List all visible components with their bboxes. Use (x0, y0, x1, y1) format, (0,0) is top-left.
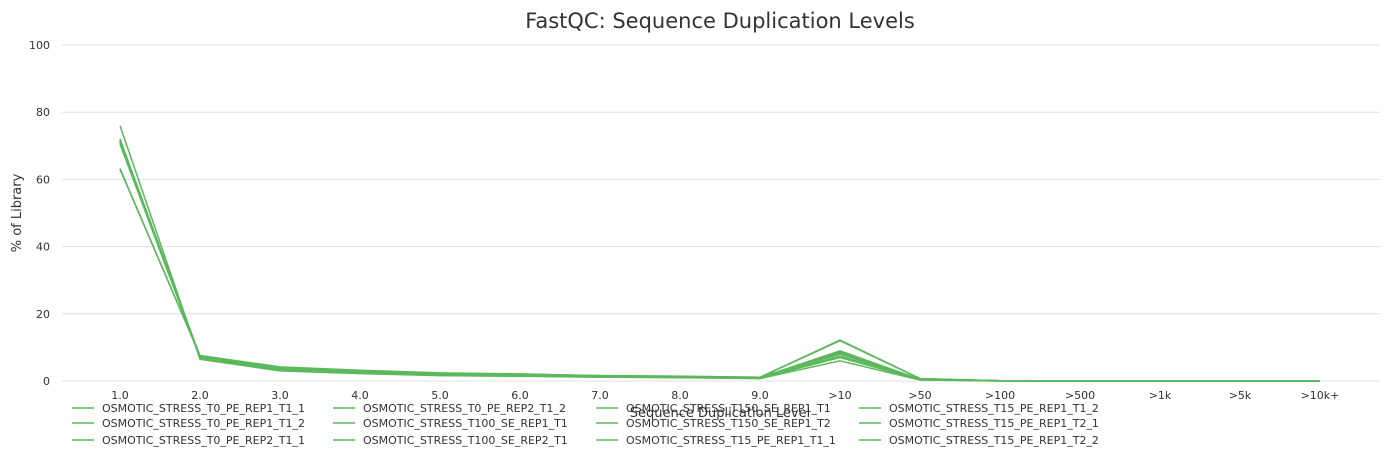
x-tick-label: >10 (828, 389, 851, 402)
y-tick-label: 80 (36, 106, 50, 119)
x-axis-ticks: 1.0 2.0 3.0 4.0 5.0 6.0 7.0 8.0 9.0 >10 >50 >100 >50… (111, 389, 1339, 402)
x-tick-label: >5k (1229, 389, 1252, 402)
y-tick-label: 60 (36, 173, 50, 186)
series-line (119, 140, 1320, 382)
legend-item[interactable]: OSMOTIC_STRESS_T15_PE_REP1_T2_1 (859, 417, 1099, 430)
y-tick-label: 40 (36, 241, 50, 254)
legend-label: OSMOTIC_STRESS_T150_SE_REP1_T1 (626, 402, 831, 415)
series-line (119, 138, 1320, 382)
legend-item[interactable]: OSMOTIC_STRESS_T150_SE_REP1_T2 (596, 417, 831, 430)
legend-item[interactable]: OSMOTIC_STRESS_T0_PE_REP2_T1_2 (333, 402, 566, 415)
x-tick-label: >10k+ (1301, 389, 1340, 402)
y-tick-label: 100 (29, 39, 50, 52)
legend-item[interactable]: OSMOTIC_STRESS_T100_SE_REP1_T1 (333, 417, 568, 430)
chart-title: FastQC: Sequence Duplication Levels (525, 9, 915, 33)
legend-item[interactable]: OSMOTIC_STRESS_T15_PE_REP1_T1_1 (596, 434, 836, 447)
legend-label: OSMOTIC_STRESS_T100_SE_REP2_T1 (363, 434, 568, 447)
legend-item[interactable]: OSMOTIC_STRESS_T100_SE_REP2_T1 (333, 434, 568, 447)
legend-item[interactable]: OSMOTIC_STRESS_T0_PE_REP1_T1_2 (72, 417, 305, 430)
legend-label: OSMOTIC_STRESS_T100_SE_REP1_T1 (363, 417, 568, 430)
y-tick-label: 0 (43, 375, 50, 388)
series-lines (119, 125, 1320, 382)
grid-lines (62, 44, 1380, 382)
series-line (119, 139, 1320, 382)
legend-label: OSMOTIC_STRESS_T15_PE_REP1_T2_2 (889, 434, 1099, 447)
legend-item[interactable]: OSMOTIC_STRESS_T0_PE_REP2_T1_1 (72, 434, 305, 447)
x-tick-label: >50 (908, 389, 931, 402)
legend-label: OSMOTIC_STRESS_T150_SE_REP1_T2 (626, 417, 831, 430)
series-line (119, 169, 1320, 382)
y-axis-label: % of Library (10, 173, 25, 252)
y-tick-label: 20 (36, 308, 50, 321)
legend-label: OSMOTIC_STRESS_T0_PE_REP1_T1_1 (102, 402, 305, 415)
x-tick-label: 7.0 (591, 389, 609, 402)
series-line (119, 140, 1320, 382)
x-tick-label: 3.0 (271, 389, 289, 402)
x-tick-label: 5.0 (431, 389, 449, 402)
legend-item[interactable]: OSMOTIC_STRESS_T150_SE_REP1_T1 (596, 402, 831, 415)
y-axis-ticks: 0 20 40 60 80 100 (29, 39, 50, 388)
x-tick-label: 4.0 (351, 389, 369, 402)
legend-label: OSMOTIC_STRESS_T15_PE_REP1_T1_2 (889, 402, 1099, 415)
series-line (119, 141, 1320, 382)
legend-item[interactable]: OSMOTIC_STRESS_T15_PE_REP1_T1_2 (859, 402, 1099, 415)
legend-label: OSMOTIC_STRESS_T0_PE_REP2_T1_1 (102, 434, 305, 447)
series-line (119, 142, 1320, 382)
legend-item[interactable]: OSMOTIC_STRESS_T15_PE_REP1_T2_2 (859, 434, 1099, 447)
legend-label: OSMOTIC_STRESS_T0_PE_REP1_T1_2 (102, 417, 305, 430)
x-tick-label: >100 (985, 389, 1015, 402)
series-line (119, 168, 1320, 382)
x-tick-label: 2.0 (191, 389, 209, 402)
x-tick-label: 8.0 (671, 389, 689, 402)
x-tick-label: >500 (1065, 389, 1095, 402)
legend-label: OSMOTIC_STRESS_T0_PE_REP2_T1_2 (363, 402, 566, 415)
series-line (119, 138, 1320, 382)
x-tick-label: 9.0 (751, 389, 769, 402)
legend-label: OSMOTIC_STRESS_T15_PE_REP1_T2_1 (889, 417, 1099, 430)
series-line (119, 125, 1320, 382)
x-tick-label: 1.0 (111, 389, 129, 402)
legend-label: OSMOTIC_STRESS_T15_PE_REP1_T1_1 (626, 434, 836, 447)
x-tick-label: 6.0 (511, 389, 529, 402)
x-axis-label: Sequence Duplication Level (630, 406, 810, 421)
legend-item[interactable]: OSMOTIC_STRESS_T0_PE_REP1_T1_1 (72, 402, 305, 415)
series-line (119, 142, 1320, 382)
x-tick-label: >1k (1149, 389, 1172, 402)
legend: OSMOTIC_STRESS_T0_PE_REP1_T1_1 OSMOTIC_ST… (72, 402, 1099, 447)
